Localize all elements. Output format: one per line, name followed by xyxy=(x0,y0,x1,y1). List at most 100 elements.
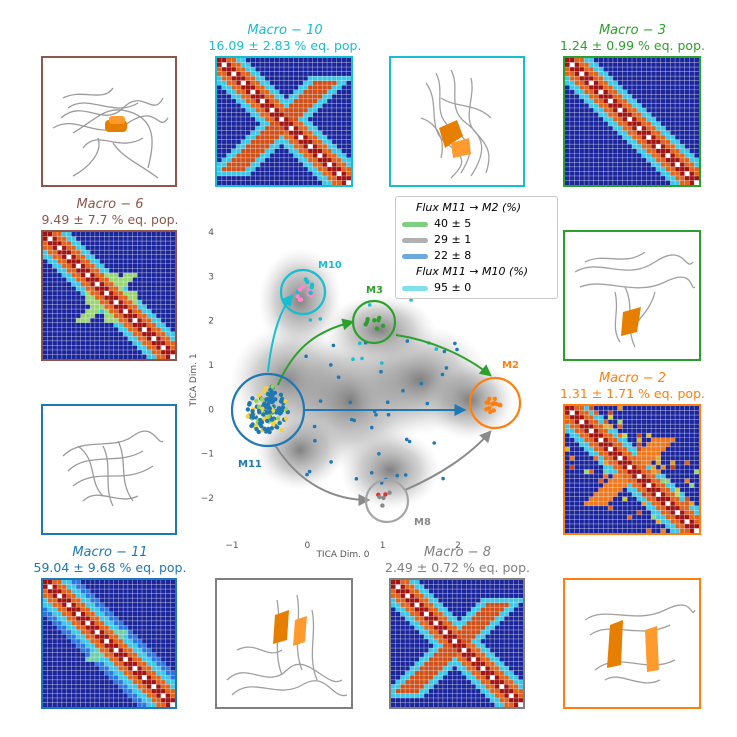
microstate-point xyxy=(266,426,271,432)
microstate-point xyxy=(275,416,281,421)
density-blob xyxy=(255,410,345,490)
microstate-point xyxy=(269,389,275,395)
macro11-label: Macro − 11 59.04 ± 9.68 % eq. pop. xyxy=(20,545,200,575)
microstate-point xyxy=(434,347,439,351)
macro-population: 59.04 ± 9.68 % eq. pop. xyxy=(33,560,187,575)
microstate-point xyxy=(440,372,445,377)
node-label-m8: M8 xyxy=(414,517,431,528)
macro-population: 9.49 ± 7.7 % eq. pop. xyxy=(41,212,179,227)
macro11-structure-panel xyxy=(41,404,177,535)
macro3-contact-map xyxy=(563,56,701,187)
protein-structure-image xyxy=(584,604,696,684)
microstate-point xyxy=(441,476,445,481)
legend-entry: 95 ± 0 xyxy=(402,281,471,295)
legend-swatch xyxy=(402,221,428,227)
microstate-point xyxy=(298,297,304,302)
microstate-point xyxy=(265,418,270,424)
microstate-point xyxy=(279,399,284,404)
microstate-point xyxy=(331,343,336,348)
microstate-point xyxy=(318,399,323,403)
microstate-point xyxy=(313,438,317,443)
microstate-point xyxy=(490,402,495,407)
legend-swatch xyxy=(402,285,428,291)
x-tick-label: 0 xyxy=(304,541,310,551)
y-axis-label: TICA Dim. 1 xyxy=(189,353,199,407)
node-m11 xyxy=(230,372,306,448)
microstate-point xyxy=(380,323,386,328)
microstate-point xyxy=(256,393,262,398)
macro-name: Macro − 11 xyxy=(72,545,148,560)
contact-map-heatmap xyxy=(43,580,175,707)
macro3-structure-panel xyxy=(563,230,701,361)
legend-entry: 40 ± 5 xyxy=(402,217,471,231)
y-tick-label: −1 xyxy=(201,450,214,460)
macro-population: 16.09 ± 2.83 % eq. pop. xyxy=(208,38,362,53)
microstate-point xyxy=(250,412,255,417)
microstate-point xyxy=(267,406,272,411)
microstate-point xyxy=(409,298,413,302)
microstate-point xyxy=(352,418,357,423)
microstate-point xyxy=(381,495,386,501)
microstate-point xyxy=(455,347,459,352)
microstate-point xyxy=(351,357,355,362)
microstate-point xyxy=(247,401,252,406)
microstate-point xyxy=(363,322,368,327)
macro-name: Macro − 3 xyxy=(598,23,667,38)
macro8-label: Macro − 8 2.49 ± 0.72 % eq. pop. xyxy=(370,545,545,575)
microstate-point xyxy=(376,318,381,323)
microstate-point xyxy=(264,410,270,415)
node-m3 xyxy=(351,299,397,345)
microstate-point xyxy=(257,410,262,415)
microstate-point xyxy=(318,317,323,321)
microstate-point xyxy=(279,427,284,433)
legend-entry-label: 22 ± 8 xyxy=(434,249,472,262)
protein-structure-image xyxy=(226,594,348,697)
node-label-m11: M11 xyxy=(238,459,262,470)
contact-map-heatmap xyxy=(565,406,699,533)
microstate-point xyxy=(267,400,272,405)
x-tick-label: 1 xyxy=(380,541,386,551)
microstate-point xyxy=(442,349,447,354)
microstate-point xyxy=(405,339,410,343)
microstate-point xyxy=(369,471,374,475)
microstate-point xyxy=(401,388,405,393)
macro2-contact-map xyxy=(563,404,701,535)
macro-population: 1.31 ± 1.71 % eq. pop. xyxy=(560,386,705,401)
microstate-point xyxy=(419,381,424,386)
contact-map-heatmap xyxy=(43,232,175,359)
node-label-m3: M3 xyxy=(366,285,383,296)
microstate-point xyxy=(282,399,288,404)
microstate-point xyxy=(270,397,275,403)
microstate-point xyxy=(386,412,391,417)
x-tick-label: −1 xyxy=(225,541,238,551)
microstate-point xyxy=(261,412,266,417)
x-axis-label: TICA Dim. 0 xyxy=(315,550,369,560)
y-tick-label: 1 xyxy=(208,361,214,371)
microstate-point xyxy=(354,477,359,481)
microstate-point xyxy=(269,426,274,431)
microstate-point xyxy=(280,405,286,410)
y-tick-label: 4 xyxy=(208,228,214,238)
protein-structure-image xyxy=(62,430,164,507)
microstate-point xyxy=(254,427,259,432)
microstate-point xyxy=(250,409,255,414)
microstate-point xyxy=(254,423,259,428)
microstate-point xyxy=(387,490,392,495)
microstate-point xyxy=(432,441,437,445)
microstate-point xyxy=(377,494,382,500)
microstate-point xyxy=(425,401,430,406)
microstate-point xyxy=(270,384,275,389)
macro-name: Macro − 8 xyxy=(423,545,492,560)
flux-arrow-m11-m8 xyxy=(274,444,371,506)
macro10-label: Macro − 10 16.09 ± 2.83 % eq. pop. xyxy=(200,23,370,53)
microstate-point xyxy=(271,422,276,428)
microstate-point xyxy=(380,503,385,508)
legend-entry: 29 ± 1 xyxy=(402,233,471,247)
y-tick-label: −2 xyxy=(201,494,214,504)
macro-name: Macro − 10 xyxy=(247,23,323,38)
flux-arrow-m11-m10 xyxy=(267,294,294,373)
legend-header-m2: Flux M11 → M2 (%) xyxy=(416,201,522,214)
microstate-point xyxy=(407,439,412,444)
legend-entry-label: 29 ± 1 xyxy=(434,233,472,246)
